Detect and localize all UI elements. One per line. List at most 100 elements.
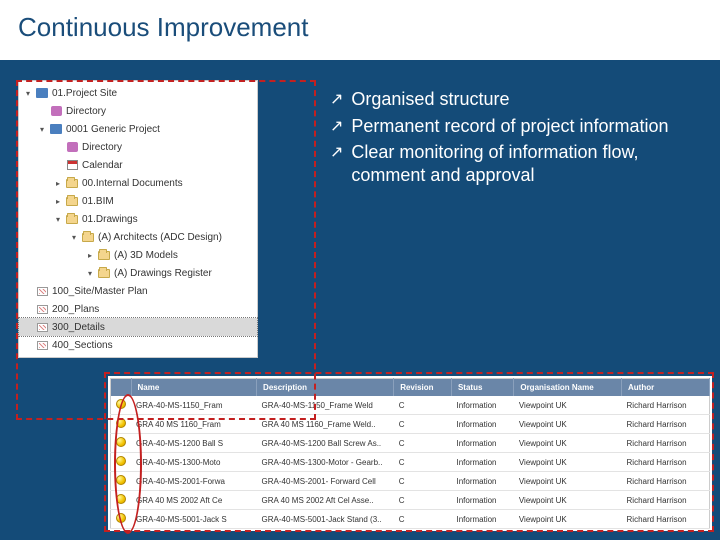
bullet-item: ↗Clear monitoring of information flow, c…	[330, 141, 690, 186]
status-dot-icon	[116, 399, 126, 409]
plan-icon	[35, 285, 49, 297]
table-row[interactable]: GRA-40-MS-1300-MotoGRA-40-MS-1300-Motor …	[111, 453, 710, 472]
table-header-cell[interactable]: Name	[131, 379, 257, 397]
table-cell: GRA-40-MS-1150_Fram	[131, 396, 257, 415]
tree-item[interactable]: ▾ (A) Architects (ADC Design)	[19, 228, 257, 246]
tree-twisty-icon[interactable]: ▸	[85, 251, 95, 260]
plan-icon	[35, 321, 49, 333]
status-dot-icon	[116, 494, 126, 504]
table-row[interactable]: GRA 40 MS 2002 Aft CeGRA 40 MS 2002 Aft …	[111, 491, 710, 510]
table-cell: C	[394, 453, 452, 472]
tree-item[interactable]: ▾ 0001 Generic Project	[19, 120, 257, 138]
site-icon	[49, 123, 63, 135]
table-header-cell[interactable]: Organisation Name	[514, 379, 622, 397]
table-header-cell[interactable]: Revision	[394, 379, 452, 397]
tree-item[interactable]: ▸ 01.BIM	[19, 192, 257, 210]
tree-item[interactable]: Calendar	[19, 156, 257, 174]
table-cell: C	[394, 510, 452, 529]
table-cell: GRA-40-MS-1300-Motor - Gearb..	[257, 453, 394, 472]
status-dot-icon	[116, 513, 126, 523]
tree-item[interactable]: 300_Details	[19, 318, 257, 336]
table-cell: Viewpoint UK	[514, 491, 622, 510]
table-header-cell[interactable]	[111, 379, 132, 397]
cal-icon	[65, 159, 79, 171]
tree-item[interactable]: ▸00.Internal Documents	[19, 174, 257, 192]
tree-item[interactable]: 100_Site/Master Plan	[19, 282, 257, 300]
tree-item[interactable]: 200_Plans	[19, 300, 257, 318]
table-cell: GRA-40-MS-2001- Forward Cell	[257, 472, 394, 491]
tree-item[interactable]: ▾01.Project Site	[19, 84, 257, 102]
table-cell: Viewpoint UK	[514, 472, 622, 491]
bullet-item: ↗ Organised structure	[330, 88, 690, 111]
status-dot-icon	[116, 418, 126, 428]
table-row[interactable]: GRA-40-MS-5001-Jack SGRA-40-MS-5001-Jack…	[111, 510, 710, 529]
project-tree[interactable]: ▾01.Project Site Directory ▾ 0001 Generic P…	[18, 80, 258, 358]
table-header-cell[interactable]: Status	[451, 379, 513, 397]
tree-item[interactable]: ▸ (A) 3D Models	[19, 246, 257, 264]
tree-item-label: 100_Site/Master Plan	[52, 286, 148, 297]
bullet-item: ↗Permanent record of project information	[330, 115, 690, 138]
table-cell: Richard Harrison	[622, 396, 710, 415]
folder-icon	[65, 213, 79, 225]
table-cell: GRA-40-MS-5001-Jack S	[131, 510, 257, 529]
table-cell	[111, 491, 132, 510]
tree-twisty-icon[interactable]: ▾	[69, 233, 79, 242]
tree-item-label: 0001 Generic Project	[66, 124, 160, 135]
table-cell: Viewpoint UK	[514, 415, 622, 434]
folder-icon	[65, 177, 79, 189]
table-header-cell[interactable]: Description	[257, 379, 394, 397]
table-cell: Information	[451, 434, 513, 453]
bullet-list: ↗ Organised structure ↗Permanent record of…	[330, 88, 690, 190]
tree-item-label: (A) Drawings Register	[114, 268, 212, 279]
table-row[interactable]: GRA-40-MS-1200 Ball SGRA-40-MS-1200 Ball…	[111, 434, 710, 453]
table-cell: GRA 40 MS 1160_Fram	[131, 415, 257, 434]
tree-twisty-icon[interactable]: ▾	[53, 215, 63, 224]
table-cell: C	[394, 491, 452, 510]
tree-item[interactable]: Directory	[19, 138, 257, 156]
table-cell	[111, 396, 132, 415]
bullet-text: Organised structure	[351, 88, 509, 111]
table-cell: GRA-40-MS-5001-Jack Stand (3..	[257, 510, 394, 529]
table-cell: Information	[451, 510, 513, 529]
table-cell: C	[394, 434, 452, 453]
status-dot-icon	[116, 456, 126, 466]
table-cell: Information	[451, 472, 513, 491]
tree-item[interactable]: ▾ 01.Drawings	[19, 210, 257, 228]
table-row[interactable]: GRA-40-MS-1150_FramGRA-40-MS-1150_Frame …	[111, 396, 710, 415]
tree-item[interactable]: 400_Sections	[19, 336, 257, 354]
table-header-cell[interactable]: Author	[622, 379, 710, 397]
table-cell: GRA 40 MS 2002 Aft Ce	[131, 491, 257, 510]
tree-twisty-icon[interactable]: ▾	[85, 269, 95, 278]
status-dot-icon	[116, 475, 126, 485]
table-cell: C	[394, 396, 452, 415]
table-cell: Richard Harrison	[622, 472, 710, 491]
tree-item-label: 01.Drawings	[82, 214, 138, 225]
table-row[interactable]: GRA 40 MS 1160_FramGRA 40 MS 1160_Frame …	[111, 415, 710, 434]
tree-twisty-icon[interactable]: ▾	[37, 125, 47, 134]
tree-item-label: 01.BIM	[82, 196, 114, 207]
table-cell: GRA-40-MS-1150_Frame Weld	[257, 396, 394, 415]
table-cell	[111, 434, 132, 453]
table-cell: GRA-40-MS-1300-Moto	[131, 453, 257, 472]
tree-item[interactable]: Directory	[19, 102, 257, 120]
folder-icon	[97, 249, 111, 261]
dir-icon	[65, 141, 79, 153]
tree-item[interactable]: ▾ (A) Drawings Register	[19, 264, 257, 282]
table-row[interactable]: GRA-40-MS-2001-ForwaGRA-40-MS-2001- Forw…	[111, 472, 710, 491]
tree-twisty-icon[interactable]: ▸	[53, 179, 63, 188]
table-cell	[111, 453, 132, 472]
table-cell	[111, 472, 132, 491]
table-cell: Viewpoint UK	[514, 396, 622, 415]
tree-item-label: (A) Architects (ADC Design)	[98, 232, 222, 243]
tree-item-label: Directory	[66, 106, 106, 117]
table-cell: GRA 40 MS 2002 Aft Cel Asse..	[257, 491, 394, 510]
arrow-bullet-icon: ↗	[330, 90, 343, 110]
tree-item-label: (A) 3D Models	[114, 250, 178, 261]
table-cell: Richard Harrison	[622, 510, 710, 529]
table-cell	[111, 415, 132, 434]
drawings-register-table[interactable]: NameDescriptionRevisionStatusOrganisatio…	[110, 378, 710, 529]
tree-twisty-icon[interactable]: ▾	[23, 89, 33, 98]
arrow-bullet-icon: ↗	[330, 143, 343, 163]
tree-twisty-icon[interactable]: ▸	[53, 197, 63, 206]
table-cell: Richard Harrison	[622, 453, 710, 472]
